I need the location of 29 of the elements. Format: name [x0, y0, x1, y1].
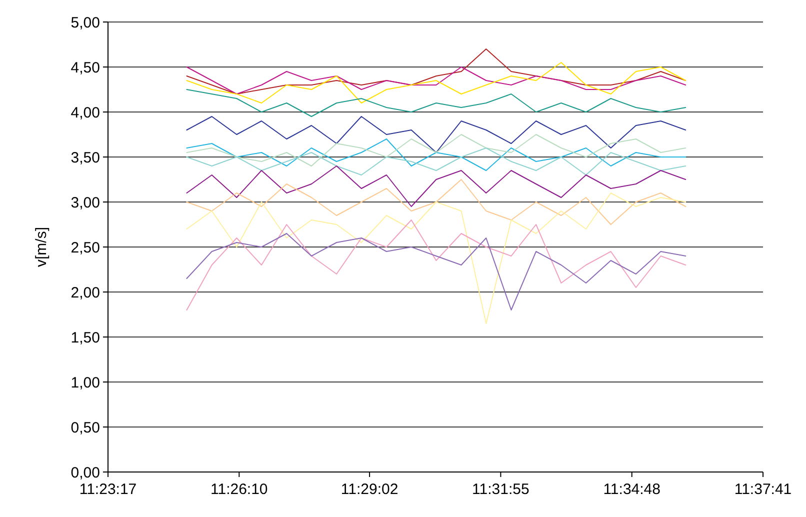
line-series [186, 89, 686, 117]
x-tick-label: 11:26:10 [210, 481, 268, 498]
line-series [186, 62, 686, 104]
y-tick-label: 0,50 [70, 419, 100, 436]
line-series [186, 192, 686, 324]
y-tick-label: 3,00 [70, 194, 100, 212]
line-series [186, 66, 686, 94]
line-series [186, 166, 686, 207]
line-series [186, 48, 686, 94]
y-tick-label: 2,50 [70, 239, 100, 256]
line-series [186, 134, 686, 166]
x-tick-label: 11:29:02 [340, 481, 398, 498]
line-series [186, 148, 686, 176]
y-tick-label: 2,00 [70, 284, 100, 302]
line-series [186, 179, 686, 225]
line-series [186, 138, 686, 171]
y-tick-label: 4,50 [70, 59, 100, 76]
x-tick-label: 11:23:17 [79, 481, 137, 498]
y-tick-label: 3,50 [70, 149, 100, 166]
y-tick-label: 1,00 [70, 374, 100, 392]
y-tick-label: 0,00 [70, 464, 100, 482]
y-tick-label: 5,00 [70, 14, 100, 32]
line-series [186, 116, 686, 153]
x-tick-label: 11:31:55 [472, 481, 530, 498]
x-tick-label: 11:37:41 [734, 481, 792, 498]
y-tick-label: 1,50 [70, 329, 100, 346]
x-tick-label: 11:34:48 [603, 481, 660, 498]
y-axis-title: v[m/s] [33, 227, 50, 267]
y-tick-label: 4,00 [70, 104, 100, 122]
